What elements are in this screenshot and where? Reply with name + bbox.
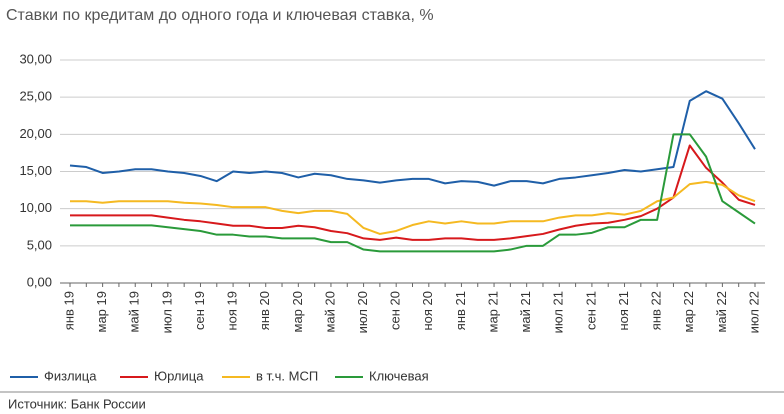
x-tick-label: май 19 <box>127 291 142 333</box>
x-tick-label: мар 20 <box>290 291 305 332</box>
y-tick-label: 15,00 <box>19 163 52 178</box>
x-tick-label: янв 19 <box>61 291 76 330</box>
series-line <box>70 133 756 253</box>
x-tick-label: ноя 19 <box>225 291 240 331</box>
x-tick-label: мар 22 <box>681 291 696 332</box>
series-line <box>70 144 756 241</box>
x-tick-label: май 22 <box>714 291 729 333</box>
x-tick-label: сен 20 <box>388 291 403 330</box>
series-line <box>70 180 756 235</box>
y-tick-label: 10,00 <box>19 200 52 215</box>
y-tick-label: 5,00 <box>27 237 52 252</box>
legend-label: Ключевая <box>369 368 429 383</box>
legend-label: Физлица <box>44 368 97 383</box>
y-tick-label: 20,00 <box>19 126 52 141</box>
legend-label: Юрлица <box>154 368 204 383</box>
source-note: Источник: Банк России <box>8 396 146 411</box>
y-tick-label: 0,00 <box>27 274 52 289</box>
legend-label: в т.ч. МСП <box>256 368 318 383</box>
x-tick-label: июл 22 <box>746 291 761 333</box>
x-tick-label: июл 20 <box>355 291 370 333</box>
x-tick-label: сен 19 <box>192 291 207 330</box>
x-tick-label: мар 19 <box>94 291 109 332</box>
x-tick-label: янв 22 <box>649 291 664 330</box>
x-tick-label: янв 20 <box>257 291 272 330</box>
x-tick-label: июл 21 <box>551 291 566 333</box>
x-tick-label: ноя 20 <box>420 291 435 331</box>
x-tick-label: май 20 <box>322 291 337 333</box>
y-tick-label: 25,00 <box>19 89 52 104</box>
x-tick-label: июл 19 <box>159 291 174 333</box>
x-tick-label: ноя 21 <box>616 291 631 331</box>
y-tick-label: 30,00 <box>19 51 52 66</box>
x-tick-label: янв 21 <box>453 291 468 330</box>
series-line <box>69 90 756 187</box>
x-tick-label: сен 21 <box>583 291 598 330</box>
x-tick-label: май 21 <box>518 291 533 333</box>
chart-title: Ставки по кредитам до одного года и ключ… <box>6 7 434 24</box>
x-tick-label: мар 21 <box>485 291 500 332</box>
